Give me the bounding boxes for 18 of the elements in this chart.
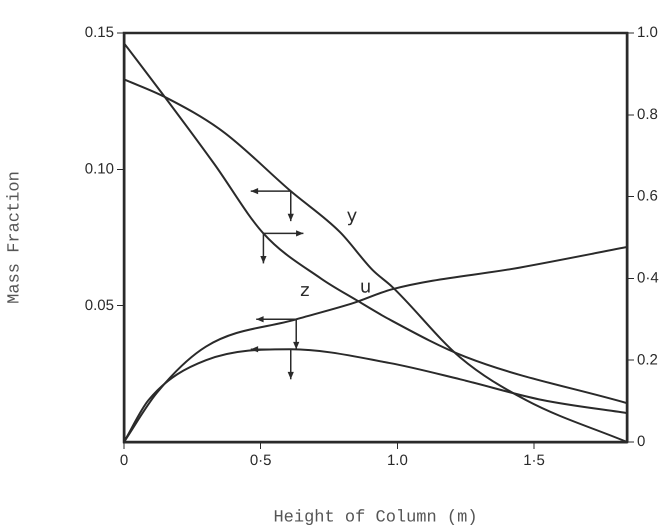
x-tick-label: 1·5 <box>523 452 545 470</box>
y2-tick-label: 0.8 <box>637 106 658 123</box>
y-axis-title: Mass Fraction <box>6 171 25 304</box>
series-label: y <box>346 206 358 227</box>
y2-tick-label: 1.0 <box>637 24 658 42</box>
y2-tick-label: 0 <box>637 433 646 450</box>
y2-tick-label: 0.6 <box>637 188 658 205</box>
x-tick-label: 1.0 <box>386 452 408 470</box>
y-tick-label: 0.10 <box>84 160 114 178</box>
y2-tick-label: 0.2 <box>637 351 658 368</box>
series-label: z <box>300 280 310 302</box>
x-tick-label: 0 <box>120 452 128 470</box>
y2-tick-label: 0·4 <box>637 270 659 287</box>
x-axis-title: Height of Column (m) <box>273 508 478 528</box>
x-tick-label: 0·5 <box>250 452 272 470</box>
y-tick-label: 0.15 <box>84 24 114 42</box>
series-label: u <box>360 276 372 298</box>
y-tick-label: 0.05 <box>84 296 114 314</box>
